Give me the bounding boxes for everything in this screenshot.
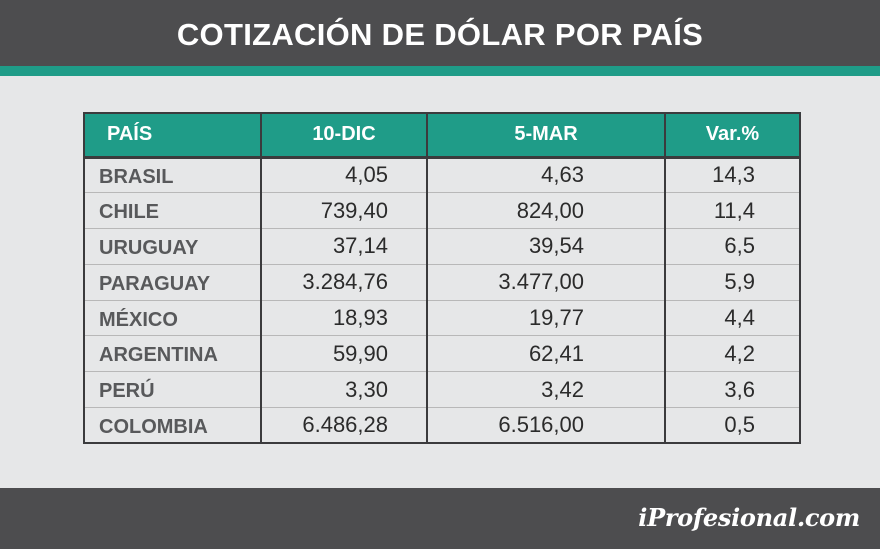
table-row: URUGUAY 37,14 39,54 6,5 xyxy=(83,228,801,265)
cell-country: URUGUAY xyxy=(83,228,262,265)
column-header-var: Var.% xyxy=(664,112,801,159)
table-header: PAÍS 10-DIC 5-MAR Var.% xyxy=(83,112,801,159)
cell-5-mar: 3,42 xyxy=(426,371,666,409)
cell-10-dic: 18,93 xyxy=(260,299,428,337)
table-row: BRASIL 4,05 4,63 14,3 xyxy=(83,155,801,194)
cell-10-dic: 6.486,28 xyxy=(260,407,428,445)
header-accent-stripe xyxy=(0,66,880,76)
cell-var: 6,5 xyxy=(664,228,801,265)
cell-5-mar: 6.516,00 xyxy=(426,407,666,445)
cell-country: COLOMBIA xyxy=(83,407,262,445)
cell-10-dic: 3.284,76 xyxy=(260,263,428,301)
cell-var: 3,6 xyxy=(664,371,801,409)
cell-country: BRASIL xyxy=(83,155,262,194)
column-header-pais: PAÍS xyxy=(83,112,262,159)
cell-var: 14,3 xyxy=(664,155,801,194)
cell-country: ARGENTINA xyxy=(83,335,262,373)
cell-5-mar: 39,54 xyxy=(426,228,666,265)
brand-logo: iProfesional.com xyxy=(638,503,860,532)
table-row: PARAGUAY 3.284,76 3.477,00 5,9 xyxy=(83,263,801,301)
page-title: COTIZACIÓN DE DÓLAR POR PAÍS xyxy=(176,17,704,52)
cell-var: 0,5 xyxy=(664,407,801,445)
table-row: CHILE 739,40 824,00 11,4 xyxy=(83,192,801,230)
table-row: MÉXICO 18,93 19,77 4,4 xyxy=(83,299,801,337)
header-bar xyxy=(0,0,880,66)
cell-10-dic: 739,40 xyxy=(260,192,428,230)
cell-5-mar: 62,41 xyxy=(426,335,666,373)
exchange-rate-table-container: PAÍS 10-DIC 5-MAR Var.% BRASIL 4,05 4,63 14… xyxy=(83,112,801,449)
cell-10-dic: 37,14 xyxy=(260,228,428,265)
table-row: ARGENTINA 59,90 62,41 4,2 xyxy=(83,335,801,373)
cell-5-mar: 824,00 xyxy=(426,192,666,230)
table-row: PERÚ 3,30 3,42 3,6 xyxy=(83,371,801,409)
cell-country: PERÚ xyxy=(83,371,262,409)
cell-5-mar: 3.477,00 xyxy=(426,263,666,301)
cell-10-dic: 3,30 xyxy=(260,371,428,409)
cell-5-mar: 4,63 xyxy=(426,155,666,194)
cell-var: 5,9 xyxy=(664,263,801,301)
cell-country: PARAGUAY xyxy=(83,263,262,301)
table-body: BRASIL 4,05 4,63 14,3 CHILE 739,40 824,00 11,4 U… xyxy=(83,155,801,445)
exchange-rate-table: PAÍS 10-DIC 5-MAR Var.% BRASIL 4,05 4,63 14… xyxy=(83,112,801,445)
column-header-10-dic: 10-DIC xyxy=(260,112,428,159)
cell-10-dic: 59,90 xyxy=(260,335,428,373)
table-row: COLOMBIA 6.486,28 6.516,00 0,5 xyxy=(83,407,801,445)
footer-bar xyxy=(0,488,880,549)
table-header-row: PAÍS 10-DIC 5-MAR Var.% xyxy=(83,112,801,159)
column-header-5-mar: 5-MAR xyxy=(426,112,666,159)
cell-var: 4,4 xyxy=(664,299,801,337)
cell-var: 11,4 xyxy=(664,192,801,230)
cell-country: CHILE xyxy=(83,192,262,230)
cell-country: MÉXICO xyxy=(83,299,262,337)
cell-var: 4,2 xyxy=(664,335,801,373)
cell-10-dic: 4,05 xyxy=(260,155,428,194)
cell-5-mar: 19,77 xyxy=(426,299,666,337)
